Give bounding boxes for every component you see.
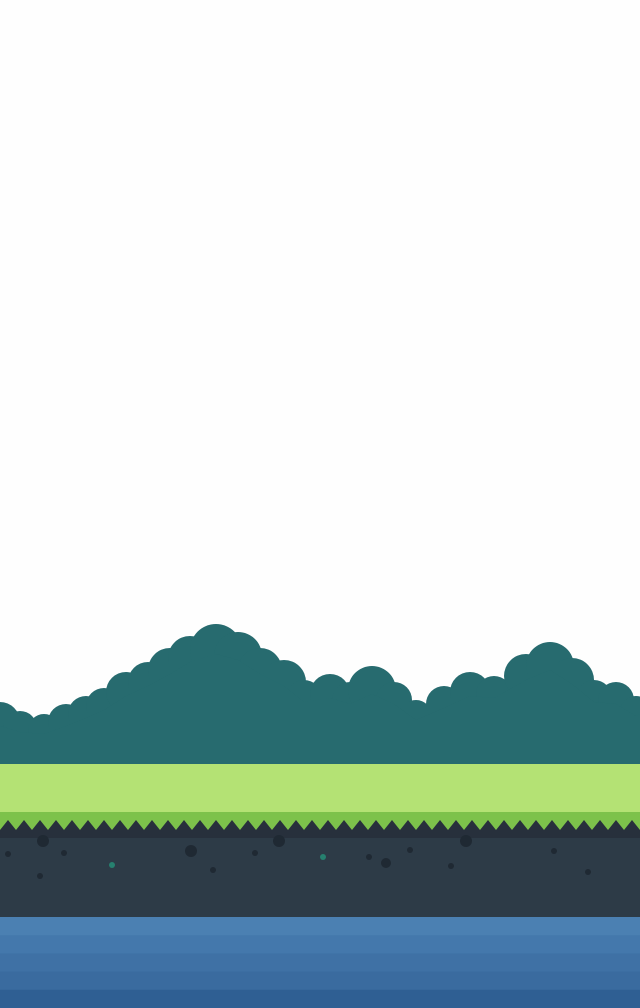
bush-body	[0, 654, 640, 766]
soil-rock	[381, 858, 391, 868]
soil-rock	[252, 850, 258, 856]
soil-body	[0, 838, 640, 918]
soil-rock	[366, 854, 372, 860]
soil-rock	[210, 867, 216, 873]
soil-gem	[320, 854, 326, 860]
soil-rock	[273, 835, 285, 847]
water-band	[0, 953, 640, 973]
soil-grass-edge	[0, 820, 640, 840]
soil-rocks	[5, 835, 591, 879]
soil-rock	[460, 835, 472, 847]
soil-rock	[61, 850, 67, 856]
soil-rock	[448, 863, 454, 869]
water-band	[0, 971, 640, 991]
bush-hills	[0, 624, 640, 766]
soil-rock	[5, 851, 11, 857]
water-band	[0, 935, 640, 955]
grass-strip	[0, 764, 640, 814]
soil-rock	[185, 845, 197, 857]
water-band	[0, 989, 640, 1008]
soil-rock	[37, 873, 43, 879]
soil-rock	[585, 869, 591, 875]
soil-rock	[407, 847, 413, 853]
soil-rock	[551, 848, 557, 854]
water-band	[0, 917, 640, 937]
water	[0, 917, 640, 1008]
soil-rock	[37, 835, 49, 847]
soil-ground	[0, 820, 640, 918]
soil-gem	[109, 862, 115, 868]
